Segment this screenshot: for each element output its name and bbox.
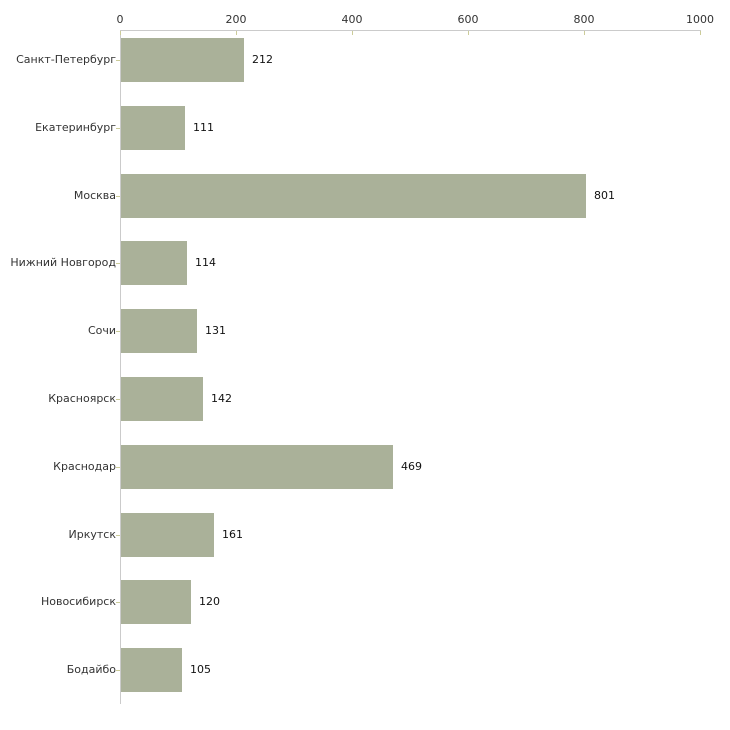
x-tick-mark (120, 31, 121, 35)
x-tick-mark (584, 31, 585, 35)
bar (121, 38, 244, 82)
x-tick-mark (236, 31, 237, 35)
bar (121, 105, 185, 150)
bar (121, 512, 214, 557)
category-label: Санкт-Петербург (16, 53, 116, 66)
x-tick-label: 200 (225, 13, 247, 26)
bar (121, 580, 191, 625)
x-tick-mark (468, 31, 469, 35)
x-tick-label: 1000 (686, 13, 714, 26)
category-label: Нижний Новгород (10, 256, 116, 270)
value-label: 131 (205, 324, 226, 338)
bar (121, 173, 586, 218)
x-tick-label: 0 (116, 13, 124, 26)
y-axis-line (120, 30, 121, 704)
bar (121, 377, 203, 421)
category-label: Москва (73, 188, 116, 202)
y-tick-mark (116, 399, 120, 400)
bar (121, 648, 182, 693)
category-label: Иркутск (68, 527, 116, 541)
y-tick-mark (116, 670, 120, 672)
y-tick-mark (116, 466, 120, 468)
category-label: Красноярск (48, 392, 116, 405)
value-label: 212 (252, 53, 273, 66)
y-tick-mark (116, 60, 120, 61)
x-tick-mark (352, 31, 353, 35)
value-label: 161 (222, 527, 243, 541)
y-tick-mark (116, 263, 120, 265)
x-tick-mark (700, 31, 701, 35)
x-axis-line (120, 30, 701, 31)
category-label: Бодайбо (66, 663, 116, 677)
y-tick-mark (116, 195, 120, 197)
bar (121, 309, 197, 354)
category-label: Краснодар (53, 459, 116, 473)
x-tick-label: 400 (341, 13, 363, 26)
value-label: 142 (211, 392, 232, 405)
value-label: 120 (199, 595, 220, 609)
y-tick-mark (116, 534, 120, 536)
value-label: 801 (594, 188, 615, 202)
x-tick-label: 600 (457, 13, 479, 26)
y-tick-mark (116, 127, 120, 129)
value-label: 105 (190, 663, 211, 677)
bar (121, 241, 187, 286)
value-label: 114 (195, 256, 216, 270)
x-tick-label: 800 (573, 13, 595, 26)
category-label: Новосибирск (40, 595, 116, 609)
category-label: Сочи (87, 324, 116, 338)
value-label: 111 (193, 120, 214, 134)
category-label: Екатеринбург (35, 120, 116, 134)
y-tick-mark (116, 331, 120, 333)
y-tick-mark (116, 602, 120, 604)
value-label: 469 (401, 459, 422, 473)
bar (121, 444, 393, 489)
